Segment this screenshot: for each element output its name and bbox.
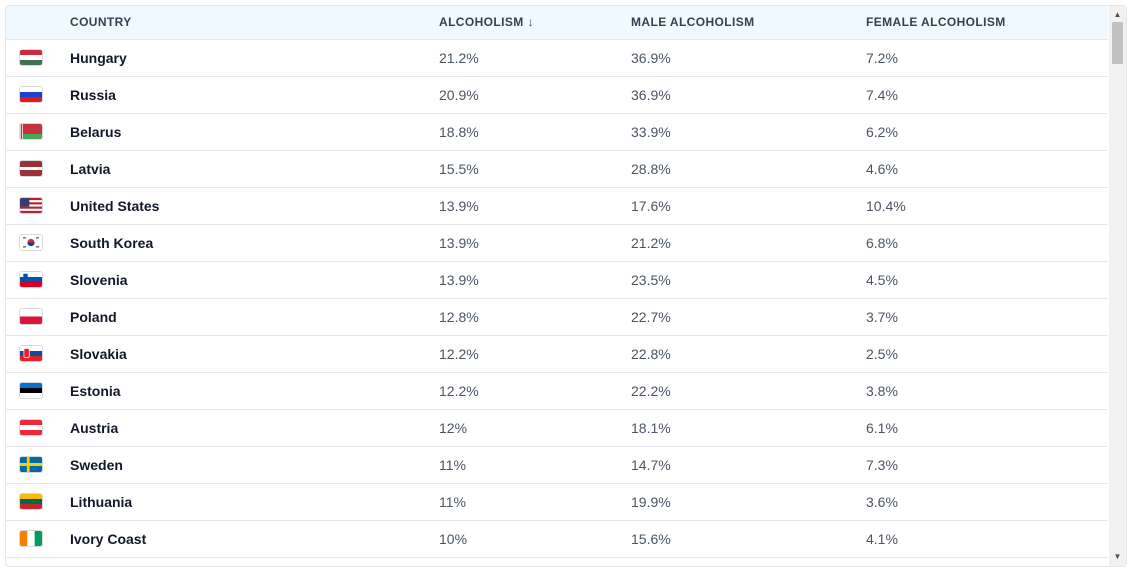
table-row[interactable]: Belarus 18.8% 33.9% 6.2% bbox=[6, 114, 1108, 151]
column-header-male-alcoholism[interactable]: MALE ALCOHOLISM bbox=[631, 15, 755, 29]
female-alcoholism-value: 3.8% bbox=[866, 383, 898, 399]
flag-estonia-icon bbox=[20, 383, 42, 398]
flag-austria-icon bbox=[20, 420, 42, 435]
table-row[interactable]: Lithuania 11% 19.9% 3.6% bbox=[6, 484, 1108, 521]
alcoholism-value: 10% bbox=[439, 531, 468, 547]
flag-ivory-coast-icon bbox=[20, 531, 42, 546]
female-alcoholism-value: 2.5% bbox=[866, 346, 898, 362]
flag-lithuania-icon bbox=[20, 494, 42, 509]
male-alcoholism-value: 17.6% bbox=[631, 198, 671, 214]
country-name: Hungary bbox=[70, 50, 127, 66]
table-row[interactable]: Russia 20.9% 36.9% 7.4% bbox=[6, 77, 1108, 114]
alcoholism-value: 13.9% bbox=[439, 235, 479, 251]
column-header-alcoholism[interactable]: ALCOHOLISM ↓ bbox=[439, 6, 534, 39]
flag-hungary-icon bbox=[20, 50, 42, 65]
alcoholism-value: 13.9% bbox=[439, 272, 479, 288]
country-name: South Korea bbox=[70, 235, 154, 251]
male-alcoholism-value: 22.8% bbox=[631, 346, 671, 362]
column-header-female-alcoholism[interactable]: FEMALE ALCOHOLISM bbox=[866, 15, 1006, 29]
alcoholism-value: 12.8% bbox=[439, 309, 479, 325]
male-alcoholism-value: 22.2% bbox=[631, 383, 671, 399]
table-row[interactable]: Slovakia 12.2% 22.8% 2.5% bbox=[6, 336, 1108, 373]
country-name: Belarus bbox=[70, 124, 122, 140]
table-row[interactable]: Latvia 15.5% 28.8% 4.6% bbox=[6, 151, 1108, 188]
flag-belarus-icon bbox=[20, 124, 42, 139]
country-name: Latvia bbox=[70, 161, 111, 177]
country-name: Austria bbox=[70, 420, 119, 436]
country-name: Slovenia bbox=[70, 272, 128, 288]
female-alcoholism-value: 7.2% bbox=[866, 50, 898, 66]
table-row[interactable]: Poland 12.8% 22.7% 3.7% bbox=[6, 299, 1108, 336]
column-header-country[interactable]: COUNTRY bbox=[70, 15, 132, 29]
scroll-up-arrow-icon[interactable]: ▲ bbox=[1113, 10, 1122, 19]
male-alcoholism-value: 22.7% bbox=[631, 309, 671, 325]
scrollbar-thumb[interactable] bbox=[1112, 22, 1123, 64]
alcoholism-value: 12.2% bbox=[439, 383, 479, 399]
male-alcoholism-value: 21.2% bbox=[631, 235, 671, 251]
male-alcoholism-value: 19.9% bbox=[631, 494, 671, 510]
flag-south-korea-icon bbox=[20, 235, 42, 250]
vertical-scrollbar[interactable]: ▲ ▼ bbox=[1109, 6, 1126, 566]
country-name: Poland bbox=[70, 309, 117, 325]
male-alcoholism-value: 36.9% bbox=[631, 87, 671, 103]
alcoholism-value: 20.9% bbox=[439, 87, 479, 103]
flag-latvia-icon bbox=[20, 161, 42, 176]
table-row[interactable]: Sweden 11% 14.7% 7.3% bbox=[6, 447, 1108, 484]
female-alcoholism-value: 3.7% bbox=[866, 309, 898, 325]
flag-sweden-icon bbox=[20, 457, 42, 472]
country-name: Ivory Coast bbox=[70, 531, 147, 547]
female-alcoholism-value: 7.4% bbox=[866, 87, 898, 103]
table-row[interactable]: Hungary 21.2% 36.9% 7.2% bbox=[6, 40, 1108, 77]
country-name: Slovakia bbox=[70, 346, 127, 362]
flag-russia-icon bbox=[20, 87, 42, 102]
female-alcoholism-value: 6.1% bbox=[866, 420, 898, 436]
alcoholism-value: 15.5% bbox=[439, 161, 479, 177]
female-alcoholism-value: 4.5% bbox=[866, 272, 898, 288]
alcoholism-value: 18.8% bbox=[439, 124, 479, 140]
male-alcoholism-value: 18.1% bbox=[631, 420, 671, 436]
flag-slovenia-icon bbox=[20, 272, 42, 287]
male-alcoholism-value: 36.9% bbox=[631, 50, 671, 66]
male-alcoholism-value: 15.6% bbox=[631, 531, 671, 547]
alcoholism-value: 12% bbox=[439, 420, 468, 436]
country-name: United States bbox=[70, 198, 160, 214]
female-alcoholism-value: 4.1% bbox=[866, 531, 898, 547]
male-alcoholism-value: 23.5% bbox=[631, 272, 671, 288]
alcoholism-value: 13.9% bbox=[439, 198, 479, 214]
sort-descending-icon: ↓ bbox=[527, 15, 535, 29]
data-table: COUNTRY ALCOHOLISM ↓ MALE ALCOHOLISM FEMA… bbox=[6, 6, 1108, 566]
female-alcoholism-value: 6.2% bbox=[866, 124, 898, 140]
column-header-alcoholism-label: ALCOHOLISM bbox=[439, 15, 524, 29]
alcoholism-value: 11% bbox=[439, 457, 466, 473]
alcoholism-value: 21.2% bbox=[439, 50, 479, 66]
country-name: Estonia bbox=[70, 383, 121, 399]
data-table-panel: COUNTRY ALCOHOLISM ↓ MALE ALCOHOLISM FEMA… bbox=[5, 5, 1127, 567]
country-name: Russia bbox=[70, 87, 116, 103]
table-row[interactable]: United States 13.9% 17.6% 10.4% bbox=[6, 188, 1108, 225]
flag-united-states-icon bbox=[20, 198, 42, 213]
table-row[interactable]: Slovenia 13.9% 23.5% 4.5% bbox=[6, 262, 1108, 299]
flag-slovakia-icon bbox=[20, 346, 42, 361]
table-row[interactable]: South Korea 13.9% 21.2% 6.8% bbox=[6, 225, 1108, 262]
scroll-down-arrow-icon[interactable]: ▼ bbox=[1113, 552, 1122, 561]
alcoholism-value: 12.2% bbox=[439, 346, 479, 362]
table-row[interactable]: Ivory Coast 10% 15.6% 4.1% bbox=[6, 521, 1108, 558]
female-alcoholism-value: 10.4% bbox=[866, 198, 906, 214]
table-row[interactable]: Estonia 12.2% 22.2% 3.8% bbox=[6, 373, 1108, 410]
flag-poland-icon bbox=[20, 309, 42, 324]
male-alcoholism-value: 28.8% bbox=[631, 161, 671, 177]
female-alcoholism-value: 7.3% bbox=[866, 457, 898, 473]
female-alcoholism-value: 3.6% bbox=[866, 494, 898, 510]
table-row[interactable]: Austria 12% 18.1% 6.1% bbox=[6, 410, 1108, 447]
male-alcoholism-value: 33.9% bbox=[631, 124, 671, 140]
table-header: COUNTRY ALCOHOLISM ↓ MALE ALCOHOLISM FEMA… bbox=[6, 6, 1108, 40]
country-name: Sweden bbox=[70, 457, 123, 473]
country-name: Lithuania bbox=[70, 494, 133, 510]
female-alcoholism-value: 6.8% bbox=[866, 235, 898, 251]
male-alcoholism-value: 14.7% bbox=[631, 457, 671, 473]
alcoholism-value: 11% bbox=[439, 494, 466, 510]
female-alcoholism-value: 4.6% bbox=[866, 161, 898, 177]
